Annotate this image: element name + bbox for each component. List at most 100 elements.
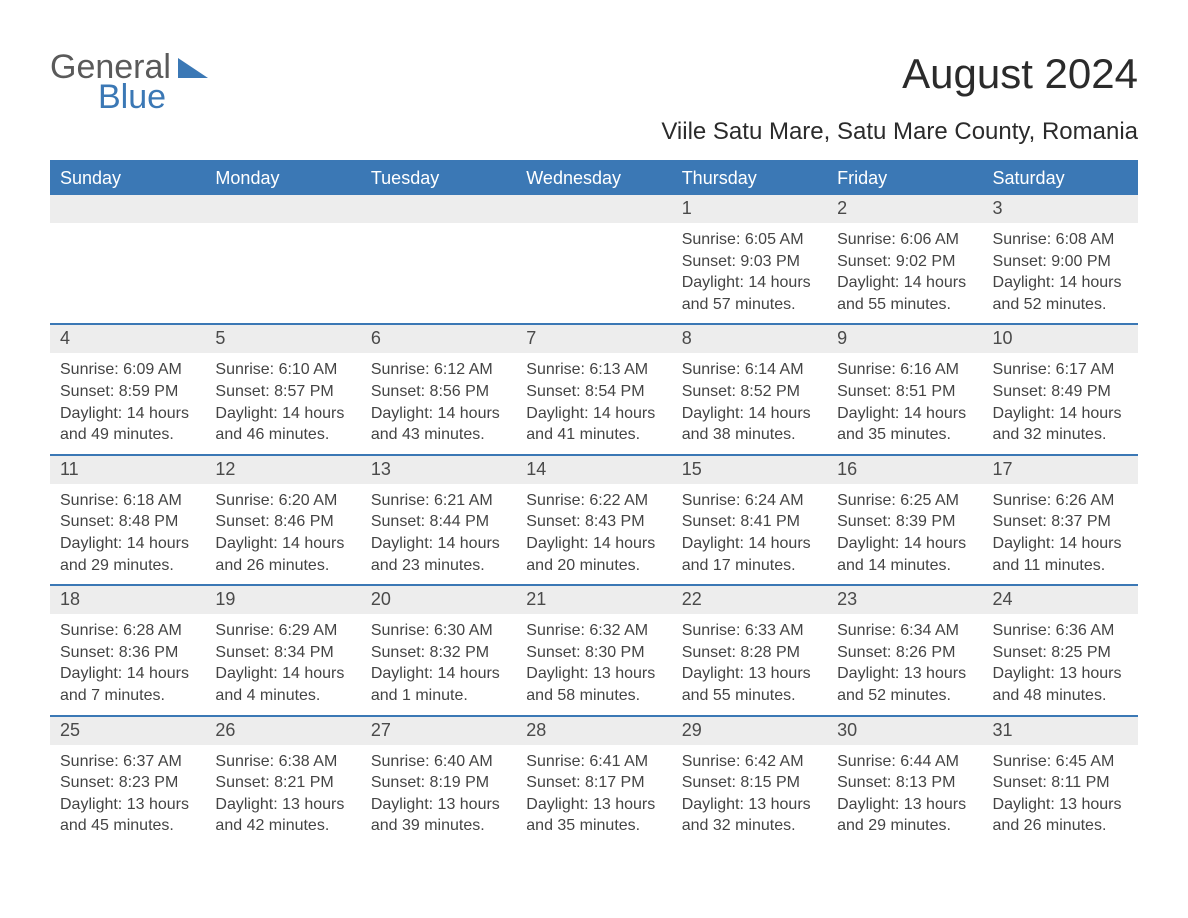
sunrise-line: Sunrise: 6:18 AM (60, 490, 195, 512)
calendar-body: 1Sunrise: 6:05 AMSunset: 9:03 PMDaylight… (50, 195, 1138, 845)
day-number (361, 195, 516, 223)
day-body: Sunrise: 6:36 AMSunset: 8:25 PMDaylight:… (983, 614, 1138, 714)
day-number: 28 (516, 717, 671, 745)
day-body: Sunrise: 6:06 AMSunset: 9:02 PMDaylight:… (827, 223, 982, 323)
calendar-day: 28Sunrise: 6:41 AMSunset: 8:17 PMDayligh… (516, 717, 671, 845)
day-number (205, 195, 360, 223)
day-number: 2 (827, 195, 982, 223)
day-body: Sunrise: 6:26 AMSunset: 8:37 PMDaylight:… (983, 484, 1138, 584)
daylight-line: Daylight: 14 hours and 1 minute. (371, 663, 506, 706)
calendar-day: 5Sunrise: 6:10 AMSunset: 8:57 PMDaylight… (205, 325, 360, 453)
daylight-line: Daylight: 13 hours and 42 minutes. (215, 794, 350, 837)
day-body: Sunrise: 6:14 AMSunset: 8:52 PMDaylight:… (672, 353, 827, 453)
sunset-line: Sunset: 8:13 PM (837, 772, 972, 794)
col-header: Monday (205, 162, 360, 195)
sunrise-line: Sunrise: 6:12 AM (371, 359, 506, 381)
sunset-line: Sunset: 8:17 PM (526, 772, 661, 794)
day-number: 7 (516, 325, 671, 353)
col-header: Sunday (50, 162, 205, 195)
calendar-day: 20Sunrise: 6:30 AMSunset: 8:32 PMDayligh… (361, 586, 516, 714)
sunrise-line: Sunrise: 6:14 AM (682, 359, 817, 381)
calendar-day: 6Sunrise: 6:12 AMSunset: 8:56 PMDaylight… (361, 325, 516, 453)
sunset-line: Sunset: 8:15 PM (682, 772, 817, 794)
sunset-line: Sunset: 8:52 PM (682, 381, 817, 403)
daylight-line: Daylight: 14 hours and 29 minutes. (60, 533, 195, 576)
daylight-line: Daylight: 14 hours and 14 minutes. (837, 533, 972, 576)
day-number: 9 (827, 325, 982, 353)
daylight-line: Daylight: 14 hours and 17 minutes. (682, 533, 817, 576)
location-subtitle: Viile Satu Mare, Satu Mare County, Roman… (50, 118, 1138, 146)
day-number: 16 (827, 456, 982, 484)
day-body: Sunrise: 6:33 AMSunset: 8:28 PMDaylight:… (672, 614, 827, 714)
daylight-line: Daylight: 13 hours and 52 minutes. (837, 663, 972, 706)
sunrise-line: Sunrise: 6:26 AM (993, 490, 1128, 512)
sunrise-line: Sunrise: 6:37 AM (60, 751, 195, 773)
calendar-day (205, 195, 360, 323)
sunrise-line: Sunrise: 6:10 AM (215, 359, 350, 381)
sunset-line: Sunset: 8:43 PM (526, 511, 661, 533)
daylight-line: Daylight: 14 hours and 23 minutes. (371, 533, 506, 576)
daylight-line: Daylight: 14 hours and 20 minutes. (526, 533, 661, 576)
sunset-line: Sunset: 9:00 PM (993, 251, 1128, 273)
day-body: Sunrise: 6:24 AMSunset: 8:41 PMDaylight:… (672, 484, 827, 584)
calendar-day (516, 195, 671, 323)
sunset-line: Sunset: 8:32 PM (371, 642, 506, 664)
calendar-day: 9Sunrise: 6:16 AMSunset: 8:51 PMDaylight… (827, 325, 982, 453)
sunrise-line: Sunrise: 6:06 AM (837, 229, 972, 251)
sunset-line: Sunset: 8:49 PM (993, 381, 1128, 403)
calendar-day: 12Sunrise: 6:20 AMSunset: 8:46 PMDayligh… (205, 456, 360, 584)
calendar-day: 31Sunrise: 6:45 AMSunset: 8:11 PMDayligh… (983, 717, 1138, 845)
daylight-line: Daylight: 14 hours and 43 minutes. (371, 403, 506, 446)
day-body: Sunrise: 6:16 AMSunset: 8:51 PMDaylight:… (827, 353, 982, 453)
sunset-line: Sunset: 8:44 PM (371, 511, 506, 533)
calendar-week: 25Sunrise: 6:37 AMSunset: 8:23 PMDayligh… (50, 715, 1138, 845)
page: General Blue August 2024 Viile Satu Mare… (0, 0, 1188, 875)
day-body: Sunrise: 6:18 AMSunset: 8:48 PMDaylight:… (50, 484, 205, 584)
day-body: Sunrise: 6:40 AMSunset: 8:19 PMDaylight:… (361, 745, 516, 845)
sunset-line: Sunset: 8:57 PM (215, 381, 350, 403)
daylight-line: Daylight: 14 hours and 35 minutes. (837, 403, 972, 446)
sunrise-line: Sunrise: 6:33 AM (682, 620, 817, 642)
page-title: August 2024 (902, 50, 1138, 98)
calendar-day: 15Sunrise: 6:24 AMSunset: 8:41 PMDayligh… (672, 456, 827, 584)
day-number: 21 (516, 586, 671, 614)
day-body: Sunrise: 6:09 AMSunset: 8:59 PMDaylight:… (50, 353, 205, 453)
day-body: Sunrise: 6:45 AMSunset: 8:11 PMDaylight:… (983, 745, 1138, 845)
sunset-line: Sunset: 8:34 PM (215, 642, 350, 664)
sunset-line: Sunset: 8:28 PM (682, 642, 817, 664)
daylight-line: Daylight: 14 hours and 55 minutes. (837, 272, 972, 315)
sunrise-line: Sunrise: 6:20 AM (215, 490, 350, 512)
col-header: Thursday (672, 162, 827, 195)
sunset-line: Sunset: 8:26 PM (837, 642, 972, 664)
daylight-line: Daylight: 14 hours and 7 minutes. (60, 663, 195, 706)
day-number: 30 (827, 717, 982, 745)
day-number: 22 (672, 586, 827, 614)
calendar-day (361, 195, 516, 323)
calendar-day: 18Sunrise: 6:28 AMSunset: 8:36 PMDayligh… (50, 586, 205, 714)
day-number: 24 (983, 586, 1138, 614)
sunset-line: Sunset: 8:11 PM (993, 772, 1128, 794)
calendar-day: 27Sunrise: 6:40 AMSunset: 8:19 PMDayligh… (361, 717, 516, 845)
sunset-line: Sunset: 8:36 PM (60, 642, 195, 664)
calendar-day: 19Sunrise: 6:29 AMSunset: 8:34 PMDayligh… (205, 586, 360, 714)
day-body (50, 223, 205, 237)
header-row: General Blue August 2024 (50, 50, 1138, 114)
sunrise-line: Sunrise: 6:36 AM (993, 620, 1128, 642)
day-body: Sunrise: 6:13 AMSunset: 8:54 PMDaylight:… (516, 353, 671, 453)
sunset-line: Sunset: 9:02 PM (837, 251, 972, 273)
day-number: 4 (50, 325, 205, 353)
sunset-line: Sunset: 8:41 PM (682, 511, 817, 533)
calendar-week: 4Sunrise: 6:09 AMSunset: 8:59 PMDaylight… (50, 323, 1138, 453)
calendar-day: 26Sunrise: 6:38 AMSunset: 8:21 PMDayligh… (205, 717, 360, 845)
day-number: 5 (205, 325, 360, 353)
daylight-line: Daylight: 13 hours and 32 minutes. (682, 794, 817, 837)
sunrise-line: Sunrise: 6:22 AM (526, 490, 661, 512)
day-body: Sunrise: 6:10 AMSunset: 8:57 PMDaylight:… (205, 353, 360, 453)
sunset-line: Sunset: 8:59 PM (60, 381, 195, 403)
sunrise-line: Sunrise: 6:21 AM (371, 490, 506, 512)
sunset-line: Sunset: 8:21 PM (215, 772, 350, 794)
day-body: Sunrise: 6:20 AMSunset: 8:46 PMDaylight:… (205, 484, 360, 584)
sunrise-line: Sunrise: 6:30 AM (371, 620, 506, 642)
day-number: 19 (205, 586, 360, 614)
daylight-line: Daylight: 13 hours and 29 minutes. (837, 794, 972, 837)
